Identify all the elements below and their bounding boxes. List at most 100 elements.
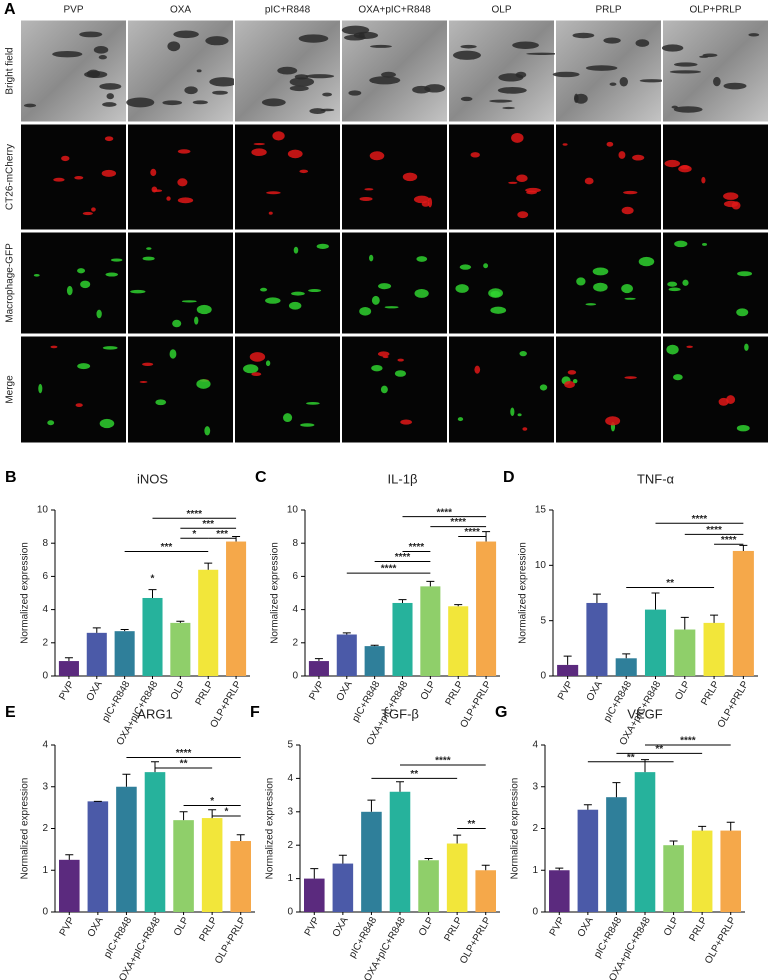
cell-signal [79,31,103,38]
chart-title: ARG1 [137,706,172,721]
cell-signal [106,93,114,100]
cell-signal [204,426,211,436]
error-bar [481,864,490,871]
cell-signal [470,152,480,158]
bar [418,860,439,912]
cell-signal [378,283,392,290]
cell-signal [474,365,481,374]
cell-signal [66,285,73,296]
cell-signal [52,50,83,58]
cell-signal [455,284,469,293]
bar [144,772,166,912]
cell-signal [539,384,548,391]
error-bar [310,868,319,879]
significance-label: *** [161,542,173,553]
y-tick-label: 1 [42,865,48,876]
cell-signal [519,351,527,357]
chart-title: iNOS [137,471,168,486]
cell-signal [341,25,370,35]
cell-signal [517,211,529,219]
error-bar [179,811,188,821]
x-tick-label: OXA [335,679,355,703]
cell-signal [283,413,293,423]
bar [663,845,684,912]
significance-label: **** [176,748,192,759]
significance-label: **** [436,507,452,518]
micrograph [555,231,662,335]
error-bar [236,834,245,842]
cell-signal [682,279,689,286]
cell-signal [667,281,678,287]
y-tick-label: 0 [292,671,298,682]
cell-signal [287,149,303,159]
y-tick-label: 5 [287,740,293,751]
row-label: Bright field [5,47,16,94]
cell-signal [525,187,541,193]
significance-label: *** [202,519,214,530]
y-axis-label: Normalized expression [20,778,31,880]
error-bar [208,809,217,819]
cell-signal [702,243,708,246]
cell-signal [249,352,266,362]
panel-letter: G [495,704,507,721]
significance-label: ** [180,759,188,770]
cell-signal [192,100,208,105]
micrograph [341,335,448,444]
bar [448,606,469,676]
micrograph [341,231,448,335]
y-tick-label: 2 [532,823,538,834]
cell-signal [93,46,109,54]
x-tick-label: OLP [673,679,693,702]
error-bar [148,589,157,598]
x-tick-label: PVP [303,915,323,938]
x-tick-label: PVP [57,679,77,702]
micrograph [127,335,234,444]
x-tick-label: PRLP [444,679,467,707]
cell-signal [268,211,273,215]
significance-label: ** [666,578,674,589]
error-bar [651,592,660,610]
significance-label: **** [395,552,411,563]
x-tick-label: OLP [169,679,189,702]
cell-signal [266,191,281,195]
x-tick-label: OLP+PRLP [716,679,752,730]
y-tick-label: 3 [532,781,538,792]
significance-label: ** [627,752,635,763]
cell-signal [744,343,749,351]
cell-signal [152,189,163,193]
cell-signal [686,345,693,348]
cell-signal [84,70,108,79]
micrograph [448,123,555,231]
bar [615,658,637,676]
cell-signal [265,360,271,367]
bar [230,841,251,912]
error-bar [698,825,707,831]
cell-signal [77,363,91,370]
bar [634,772,656,912]
cell-signal [673,106,703,113]
cell-signal [47,420,55,426]
cell-signal [371,364,383,372]
row-label: CT26-mCherry [5,144,16,210]
cell-signal [517,413,522,417]
bar [476,541,497,676]
cell-signal [726,395,736,404]
cell-signal [166,196,171,201]
chart-title: IL-1β [388,471,418,486]
cell-signal [457,417,464,422]
cell-signal [668,287,681,292]
cell-signal [33,274,40,277]
cell-signal [562,143,568,146]
cell-signal [359,307,372,316]
y-axis-label: Normalized expression [510,778,521,880]
cell-signal [490,291,496,296]
cell-signal [584,177,594,185]
y-axis-label: Normalized expression [20,542,31,644]
y-tick-label: 4 [532,740,538,751]
bar [703,622,725,676]
micrograph [20,231,127,335]
row-label: Macrophage-GFP [5,243,16,323]
cell-signal [205,36,229,46]
y-tick-label: 6 [292,571,298,582]
error-bar [370,644,379,647]
